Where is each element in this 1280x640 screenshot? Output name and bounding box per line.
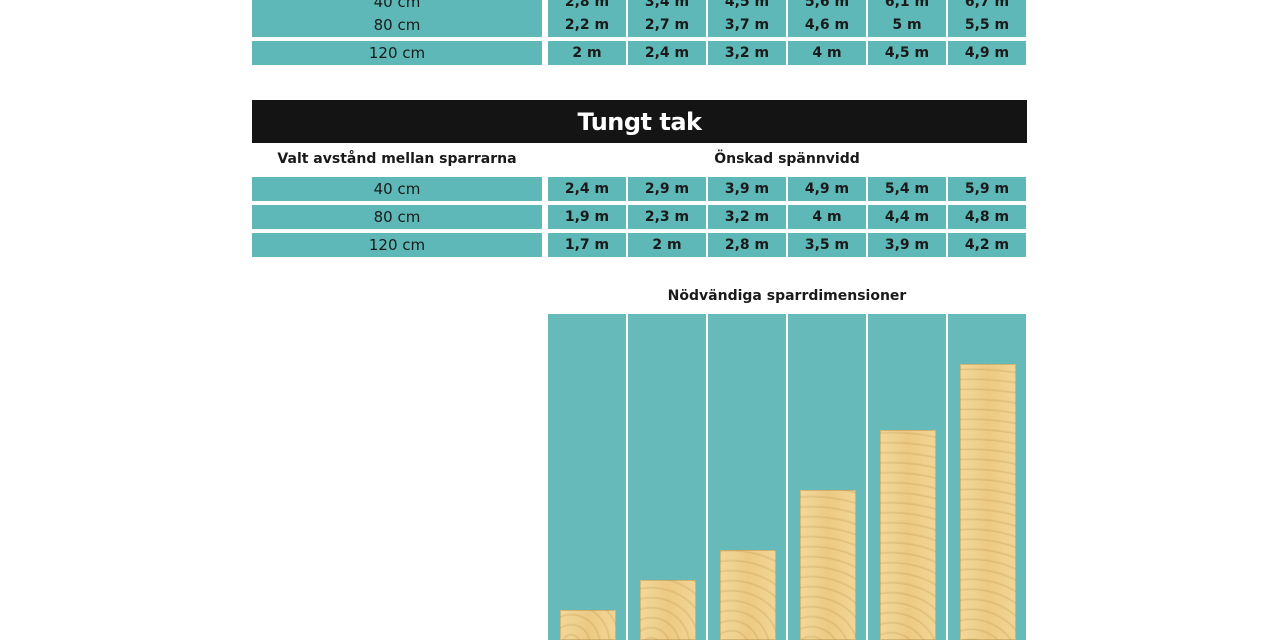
span-cell: 5,6 m [788,0,866,14]
span-cell: 4,5 m [868,41,946,65]
dimensions-title: Nödvändiga sparrdimensioner [667,288,907,304]
heavy-roof-banner: Tungt tak [252,100,1027,143]
spacing-cell: 40 cm [252,177,542,201]
span-cell: 3,4 m [628,0,706,14]
dimension-column [548,314,626,640]
span-cell: 4,2 m [948,233,1026,257]
span-cell: 2,7 m [628,13,706,37]
spacing-cell: 80 cm [252,13,542,37]
span-cell: 5,9 m [948,177,1026,201]
span-cell: 2,8 m [708,233,786,257]
span-cell: 3,2 m [708,205,786,229]
rafter-board [560,610,616,640]
spacing-cell: 120 cm [252,233,542,257]
span-cell: 1,7 m [548,233,626,257]
span-cell: 6,7 m [948,0,1026,14]
span-header: Önskad spännvidd [714,151,860,167]
span-cell: 2,4 m [628,41,706,65]
rafter-board [800,490,856,640]
rafter-board [640,580,696,640]
spacing-header: Valt avstånd mellan sparrarna [277,151,517,167]
span-cell: 4,4 m [868,205,946,229]
span-cell: 2,9 m [628,177,706,201]
spacing-cell: 80 cm [252,205,542,229]
span-cell: 3,9 m [708,177,786,201]
span-cell: 4,6 m [788,13,866,37]
span-cell: 4,5 m [708,0,786,14]
spacing-cell: 40 cm [252,0,542,14]
span-cell: 5 m [868,13,946,37]
span-cell: 3,2 m [708,41,786,65]
span-cell: 5,5 m [948,13,1026,37]
rafter-board [720,550,776,640]
span-cell: 3,7 m [708,13,786,37]
rafter-board [960,364,1016,640]
spacing-cell: 120 cm [252,41,542,65]
span-cell: 3,9 m [868,233,946,257]
span-cell: 4 m [788,205,866,229]
span-cell: 2 m [548,41,626,65]
span-cell: 5,4 m [868,177,946,201]
span-cell: 4,9 m [948,41,1026,65]
span-cell: 6,1 m [868,0,946,14]
heavy-roof-title: Tungt tak [577,107,702,136]
span-cell: 4 m [788,41,866,65]
span-cell: 2,3 m [628,205,706,229]
span-cell: 2,2 m [548,13,626,37]
span-cell: 2,8 m [548,0,626,14]
rafter-board [880,430,936,640]
span-cell: 2,4 m [548,177,626,201]
span-cell: 1,9 m [548,205,626,229]
span-cell: 4,9 m [788,177,866,201]
span-cell: 3,5 m [788,233,866,257]
span-cell: 2 m [628,233,706,257]
span-cell: 4,8 m [948,205,1026,229]
